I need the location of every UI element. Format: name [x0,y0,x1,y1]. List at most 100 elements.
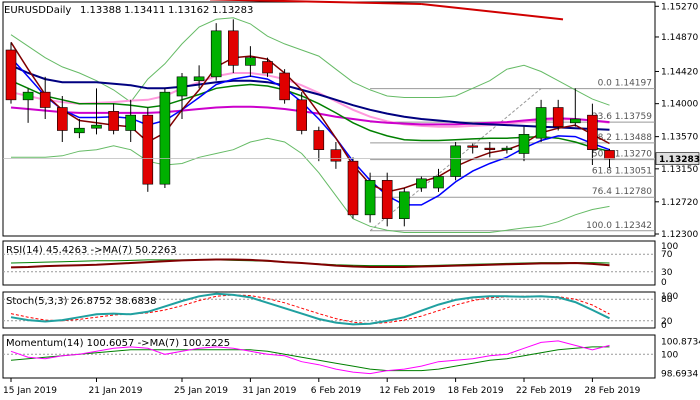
candle-body [552,107,564,127]
rsi-y-tick-label: 70 [661,250,673,260]
x-tick-label: 28 Feb 2019 [584,386,640,396]
momentum-pane-frame [2,334,656,379]
x-tick-label: 15 Jan 2019 [3,386,57,396]
candle-body [56,107,68,131]
candle-body [433,176,444,189]
momentum-y-tick-label: 100.8734 [661,337,700,347]
y-tick-label: 1.12720 [661,198,698,208]
rsi-y-tick-label: 100 [661,242,678,252]
fib-label: 50.0 1.13270 [592,150,652,160]
ma-long-line-left [209,0,422,5]
candle-body [381,180,393,219]
candle-body [518,134,530,154]
candle-body [398,191,410,219]
candle-body [569,118,581,124]
fib-label: 38.2 1.13488 [592,133,652,143]
y-tick-label: 1.15270 [661,2,698,12]
candle-body [74,127,85,134]
y-tick-label: 1.14000 [661,100,698,110]
rsi-y-tick-label: 0 [661,278,667,288]
stoch-y-tick-label: 0 [661,321,667,331]
candle-body [296,99,308,131]
x-tick-label: 25 Jan 2019 [174,386,228,396]
fib-label: 100.0 1.12342 [586,221,652,231]
main-pane: 1.15270 1.14870 1.14420 1.14000 1.13570 1.131… [2,0,700,240]
candle-body [159,91,171,185]
rsi-y-tick-label: 30 [661,268,673,278]
momentum-label: Momentum(14) 100.6057 ->MA(7) 100.2225 [6,338,230,349]
candle-body [91,124,102,129]
bollinger-upper-line [10,17,610,106]
candle-body [535,107,547,139]
candle-body [313,130,325,150]
fib-label: 23.6 1.13759 [592,112,652,122]
x-tick-label: 31 Jan 2019 [242,386,296,396]
candle-body [193,76,205,81]
candle-body [347,160,359,216]
candle-body [108,111,119,131]
candle-body [262,61,273,74]
candle-body [22,91,34,101]
current-price-tag [655,152,700,165]
ohlc-high: 1.13411 [124,5,165,16]
rsi-line [10,258,610,269]
candle-body [228,30,239,66]
candle-body [364,180,376,216]
stoch-d-line [10,294,610,325]
candle-body [467,145,479,148]
candle-body [450,145,461,177]
x-tick-label: 22 Feb 2019 [516,386,572,396]
momentum-ma-line [10,346,610,372]
ma-green-line [10,80,610,152]
ma-navy-line [10,64,610,131]
ma-long-line [421,3,564,21]
candle-body [587,114,598,150]
momentum-y-tick-label: 98.6934 [661,370,698,380]
candle-body [416,178,427,189]
momentum-y-tick-label: 100 [661,350,678,360]
x-tick-label: 12 Feb 2019 [379,386,435,396]
fib-label: 76.4 1.12780 [592,187,652,197]
candle-body [5,49,17,101]
candle-body [176,76,188,97]
y-tick-label: 1.13570 [661,133,698,143]
candle-body [245,57,256,66]
chart-symbol: EURUSD [4,5,46,16]
candle-body [484,147,496,150]
x-tick-label: 6 Feb 2019 [311,386,362,396]
y-tick-label: 1.14870 [661,33,698,43]
candle-body [604,150,615,160]
rsi-label: RSI(14) 45.4263 ->MA(7) 50.2263 [6,245,177,256]
stoch-k-line [10,292,610,326]
current-price-label: 1.13283 [659,155,700,165]
candle-body [125,114,136,131]
fib-label: 0.0 1.14197 [598,79,652,89]
x-axis: 15 Jan 2019 21 Jan 2019 25 Jan 2019 31 Jan … [3,378,641,396]
candle-body [501,147,513,150]
momentum-pane: 100.8734 100 98.6934 [2,334,700,380]
candle-body [330,149,342,162]
y-tick-label: 1.14420 [661,67,698,77]
candle-body [39,91,51,108]
ohlc-close: 1.13283 [212,5,253,16]
ma-pink-line [10,72,610,128]
candle-body [279,72,290,101]
ohlc-low: 1.13162 [168,5,209,16]
stoch-pane-frame [2,291,656,329]
y-tick-label: 1.13150 [661,165,698,175]
rsi-pane-frame [2,240,656,286]
x-tick-label: 18 Feb 2019 [448,386,504,396]
x-tick-label: 21 Jan 2019 [89,386,143,396]
chart-timeframe: Daily [46,5,71,16]
momentum-line [10,340,610,375]
fib-label: 61.8 1.13051 [592,166,652,176]
bollinger-lower-line [11,137,610,233]
ohlc-open: 1.13388 [80,5,121,16]
stoch-y-tick-label: 100 [661,292,678,302]
stoch-y-tick-label: 80 [661,295,673,305]
candle-body [142,114,154,185]
y-tick-label: 1.12300 [661,230,698,240]
